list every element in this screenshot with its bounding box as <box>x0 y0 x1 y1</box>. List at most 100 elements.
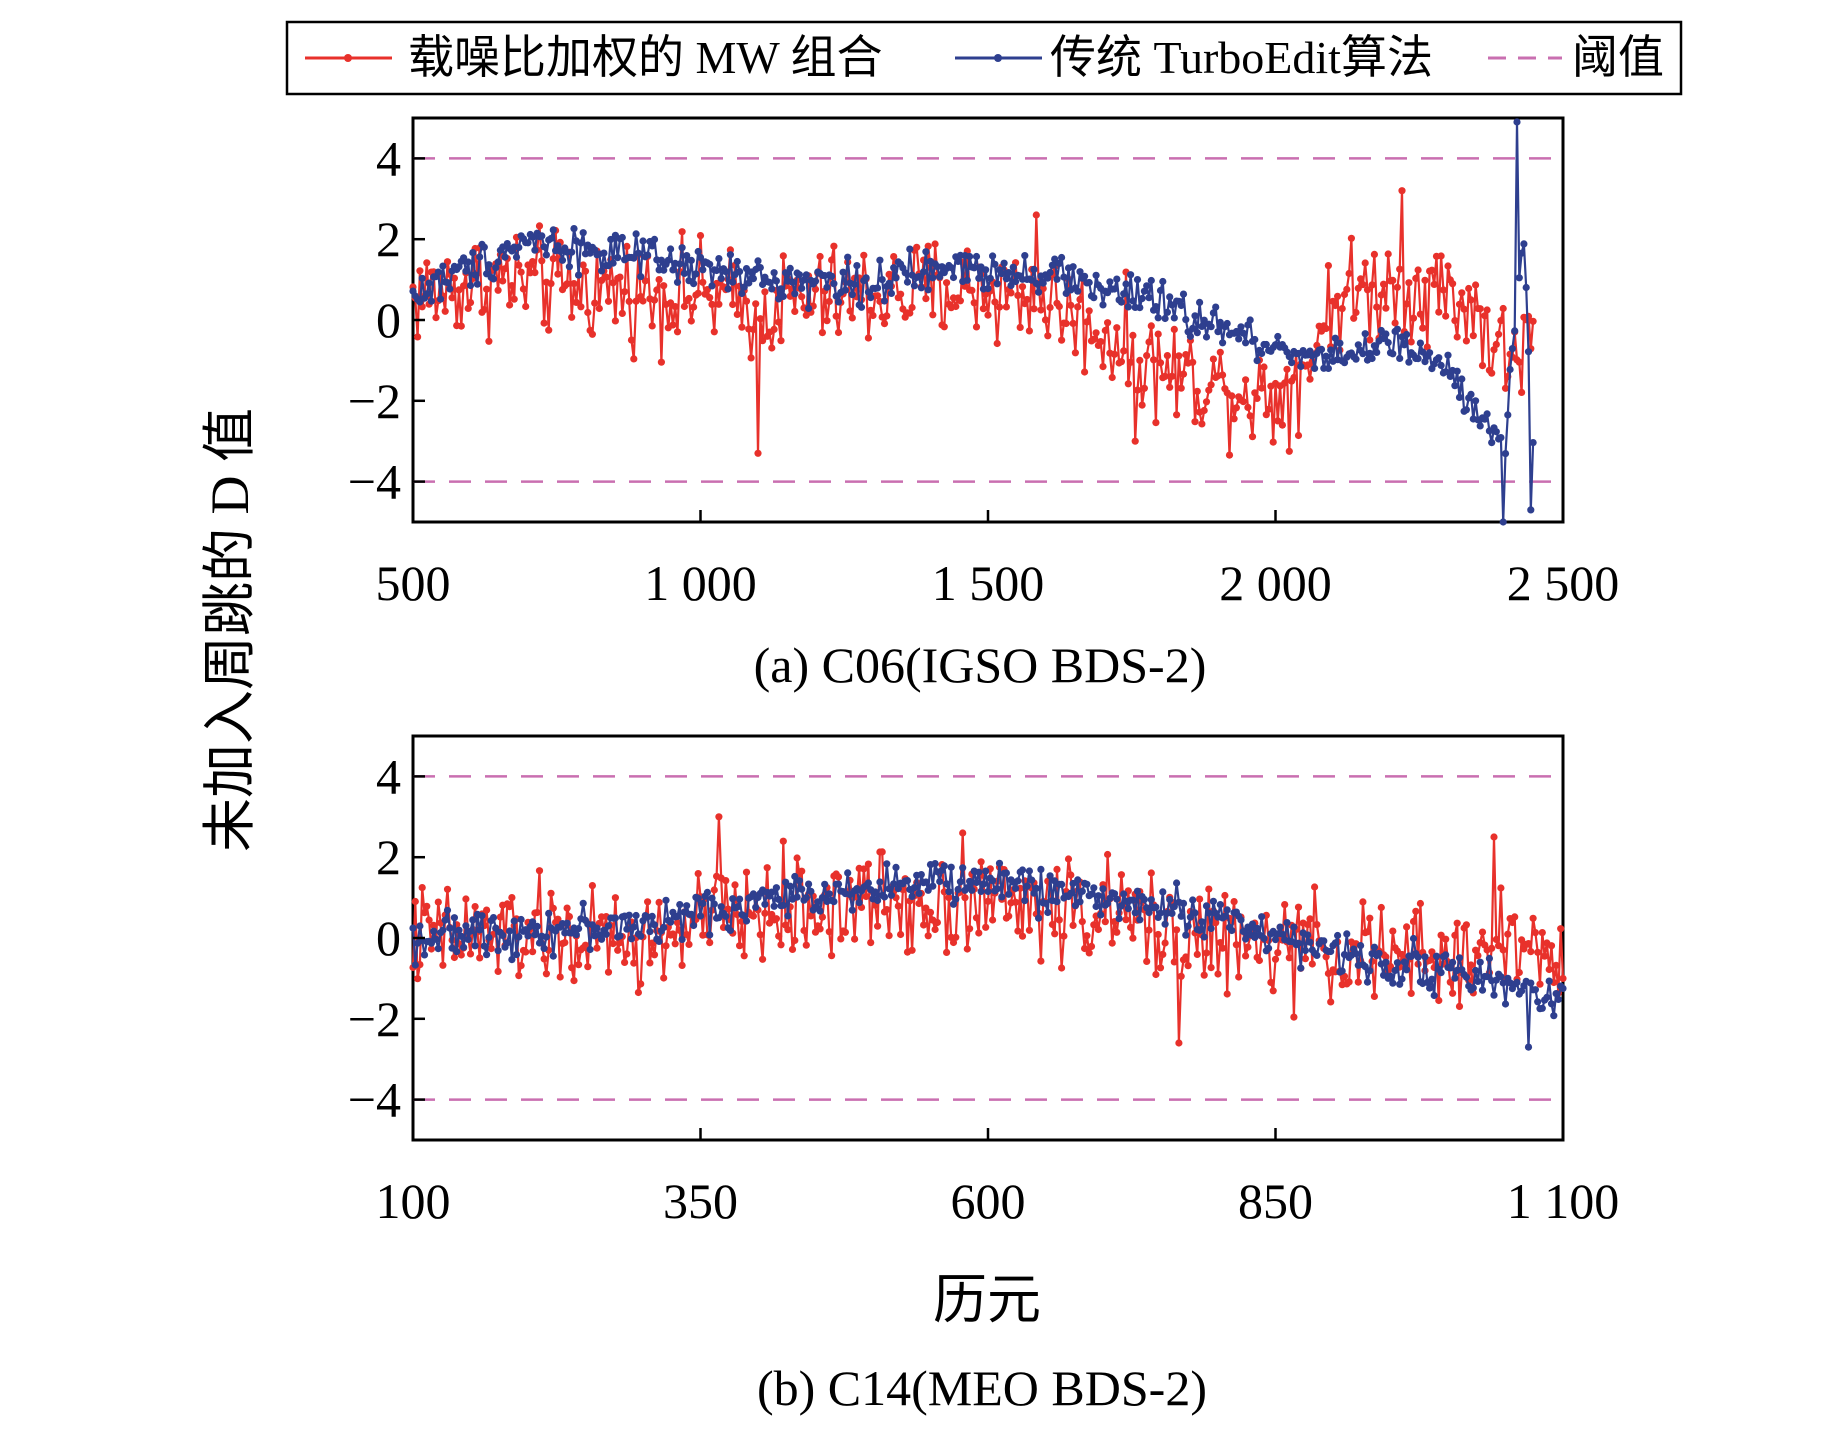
panel-b-series-turboedit-point <box>471 942 479 950</box>
panel-a-series-mw-point <box>830 242 838 250</box>
panel-b-series-mw-point <box>621 958 629 967</box>
panel-b-series-mw-point <box>678 961 686 970</box>
panel-b-series-mw-point <box>420 909 429 917</box>
panel-b-series-mw-point <box>1407 989 1415 998</box>
panel-a-series-mw-point <box>1359 281 1367 289</box>
panel-a-series-turboedit-point <box>568 248 576 256</box>
panel-b-series-turboedit-point <box>715 914 723 922</box>
panel-b-series-mw-point <box>851 935 859 943</box>
panel-b-series-turboedit-point <box>910 884 919 892</box>
panel-b-series-turboedit-point <box>648 912 656 921</box>
panel-b-series-mw-point <box>841 928 850 936</box>
panel-a-series-turboedit-point <box>851 280 859 288</box>
panel-b-series-turboedit-point <box>825 890 833 898</box>
panel-a-series-turboedit-point <box>1499 518 1507 526</box>
panel-b-series-turboedit-point <box>506 927 514 935</box>
panel-a-series-turboedit-point <box>1253 357 1261 365</box>
panel-b-series-mw-point <box>1219 944 1227 952</box>
panel-a-series-turboedit-point <box>558 256 567 264</box>
panel-b-series-turboedit-point <box>1092 902 1100 911</box>
panel-b-series-turboedit-point <box>630 923 638 931</box>
panel-a-series-turboedit-point <box>1161 314 1169 323</box>
panel-a-series-mw-point <box>579 261 587 269</box>
panel-b-series-turboedit-point <box>441 916 449 924</box>
panel-b-series-mw-point <box>568 964 576 972</box>
panel-b-series-mw-point <box>630 959 638 967</box>
panel-b-series-turboedit-point <box>1400 958 1408 966</box>
panel-a-series-turboedit-point <box>1069 263 1077 271</box>
panel-b-series-turboedit-point <box>1469 984 1477 992</box>
panel-b-series-turboedit-point <box>1531 986 1539 994</box>
panel-a-series-turboedit-point <box>1127 271 1135 279</box>
panel-a-series-turboedit-point <box>936 273 944 281</box>
panel-a-series-mw-point <box>1451 317 1459 325</box>
panel-b-series-turboedit-point <box>611 914 620 922</box>
panel-a-series-mw-point <box>1278 421 1286 429</box>
panel-a-series-turboedit-point <box>1435 354 1443 362</box>
panel-a-series-mw-point <box>1193 387 1201 395</box>
panel-a-series-turboedit-point <box>853 262 861 270</box>
panel-a-series-mw-point <box>1099 363 1107 371</box>
panel-a-series-mw-point <box>1382 304 1390 312</box>
panel-a-series-turboedit-point <box>1529 439 1537 447</box>
panel-a-series-turboedit-point <box>577 239 585 247</box>
panel-a-series-turboedit-point <box>892 274 900 282</box>
panel-b-series-mw-point <box>982 923 990 931</box>
panel-a-series-turboedit-point <box>1419 348 1427 356</box>
panel-a-series-turboedit-point <box>915 273 923 281</box>
panel-b-series-turboedit-point <box>742 917 751 925</box>
panel-b-series-mw-point <box>414 975 422 983</box>
panel-b-series-mw-point <box>818 913 827 921</box>
panel-a-series-turboedit-point <box>1170 314 1178 322</box>
panel-a-series-mw-point <box>1472 281 1480 289</box>
panel-a-xtick-label: 1 500 <box>932 555 1045 611</box>
panel-b-series-mw-point <box>430 921 438 930</box>
panel-a-series-turboedit-point <box>1382 330 1390 338</box>
panel-b-series-turboedit-point <box>929 882 937 890</box>
panel-b-series-mw-point <box>561 939 569 947</box>
panel-b-series-mw-point <box>977 858 985 866</box>
panel-a-series-turboedit-point <box>1182 316 1190 324</box>
panel-a-series-turboedit-point <box>791 290 799 298</box>
panel-b-series-mw-point <box>1064 855 1073 863</box>
panel-a-thresholds <box>413 157 1563 483</box>
panel-b-series-mw-point <box>1104 850 1112 859</box>
panel-b-series-turboedit-point <box>1184 922 1192 930</box>
panel-a-series-mw-point <box>1331 301 1339 310</box>
panel-b-series-turboedit-point <box>1442 951 1450 959</box>
panel-b-series-mw-point <box>860 865 868 873</box>
panel-a-series-turboedit-point <box>949 273 958 282</box>
panel-a-series-turboedit-point <box>1336 339 1344 347</box>
y-axis-title: 未加入周跳的 D 值 <box>200 408 260 852</box>
panel-b-series-turboedit-point <box>1076 898 1084 906</box>
panel-b-series-turboedit-point <box>1485 954 1493 963</box>
panel-a-series-mw-point <box>1081 368 1089 376</box>
panel-a-series-turboedit-point <box>1212 303 1220 311</box>
panel-a-series-mw-point <box>1209 355 1217 363</box>
panel-a-series-mw-point <box>1439 286 1447 294</box>
panel-b-series-turboedit-point <box>943 880 951 888</box>
panel-a-series-turboedit-point <box>1145 294 1153 302</box>
panel-a-series-turboedit-point <box>1235 335 1243 343</box>
panel-a-series-turboedit-point <box>795 271 804 279</box>
panel-a-series-mw-point <box>687 317 695 325</box>
panel-b-series-turboedit-point <box>1432 952 1441 960</box>
panel-a-series-turboedit-point <box>1483 410 1491 418</box>
panel-b-series-turboedit-point <box>563 919 571 927</box>
panel-a-series-mw-point <box>940 323 948 331</box>
panel-b-series-mw-point <box>443 885 452 893</box>
panel-b-series-mw-point <box>476 954 484 962</box>
panel-a-series-mw-point <box>1283 365 1291 373</box>
panel-a-series-turboedit-point <box>460 254 468 262</box>
panel-b-series-mw-point <box>1147 869 1155 877</box>
panel-b-series-mw-point <box>540 955 548 963</box>
panel-a-series-mw-point <box>1285 447 1293 455</box>
panel-a-series-turboedit-point <box>637 273 645 281</box>
panel-a-series-mw-point <box>1177 384 1185 392</box>
panel-b-series-turboedit-point <box>848 906 856 914</box>
panel-b-series-mw-point <box>637 980 645 988</box>
panel-b-xtick-label: 100 <box>376 1173 451 1229</box>
panel-b-ytick-label: −4 <box>348 1072 401 1128</box>
panel-a-series-mw-point <box>968 286 976 294</box>
panel-a-series-mw-point <box>1083 318 1091 326</box>
